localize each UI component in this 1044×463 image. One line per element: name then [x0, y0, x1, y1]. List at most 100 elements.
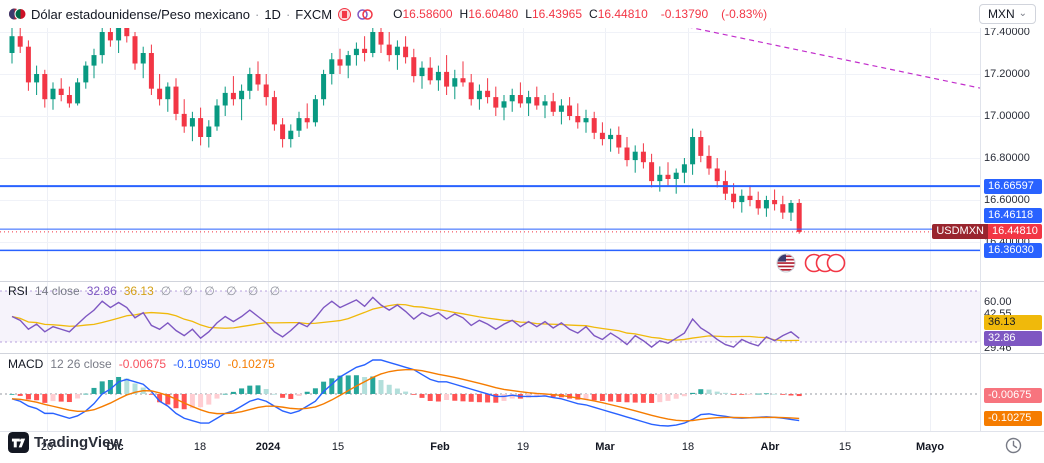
candle [714, 168, 720, 182]
candle [460, 78, 466, 83]
candle [378, 32, 384, 45]
candle [263, 84, 269, 98]
candle [312, 99, 318, 123]
macd-hist-bar [329, 378, 335, 394]
macd-hist-bar [657, 393, 663, 403]
candle [362, 48, 368, 53]
candle [394, 46, 400, 56]
macd-hist-bar [550, 393, 556, 397]
exchange-label[interactable]: FXCM [295, 6, 333, 22]
axis-tick-label: 16.60000 [984, 194, 1030, 206]
candle [83, 65, 89, 83]
macd-hist-bar [394, 388, 400, 394]
clock-icon[interactable] [1005, 437, 1022, 459]
rsi-params: 14 close [35, 284, 80, 298]
change-value: -0.13790 [660, 7, 709, 21]
rings-sticker-icon[interactable] [804, 253, 846, 273]
candle [66, 95, 72, 104]
axis-tick-label: 17.20000 [984, 68, 1030, 80]
axis-tick-label: 60.00 [984, 296, 1012, 308]
macd-hist-bar [485, 393, 491, 403]
candle [255, 74, 261, 85]
macd-hist-bar [706, 389, 712, 394]
separator-dot: · [285, 6, 291, 22]
candle [739, 195, 745, 203]
macd-hist-bar [673, 393, 679, 399]
macd-hist-bar [345, 375, 351, 394]
macd-hist-bar [444, 393, 450, 401]
candle [673, 172, 679, 179]
macd-hist-bar [132, 383, 138, 394]
candle [34, 74, 40, 83]
currency-dropdown-button[interactable]: MXN ⌄ [978, 4, 1036, 24]
candle [534, 97, 540, 106]
tradingview-glyph-icon [8, 432, 29, 453]
candle [509, 95, 515, 102]
rsi-current-value: 32.86 [86, 284, 117, 298]
macd-hist-bar [165, 393, 171, 405]
flag-marker-icon [337, 7, 352, 22]
candle [280, 124, 286, 140]
open-label: O [393, 7, 403, 21]
macd-hist-bar [42, 393, 48, 403]
axis-tick-label: 17.40000 [984, 26, 1030, 38]
time-axis-label: 18 [193, 441, 207, 453]
symbol-title[interactable]: Dólar estadounidense/Peso mexicano [31, 6, 250, 22]
macd-hist-bar [247, 385, 253, 394]
candle [353, 48, 359, 56]
candle [706, 155, 712, 169]
macd-hist-bar [386, 384, 392, 394]
macd-hist-bar [681, 393, 687, 397]
rsi-legend[interactable]: RSI 14 close 32.86 36.13 ∅ ∅ ∅ ∅ ∅ ∅ [8, 284, 284, 298]
us-flag-sticker-icon[interactable] [776, 253, 796, 273]
candle [411, 57, 417, 77]
low-label: L [525, 7, 532, 21]
candles-layer [9, 19, 802, 234]
candle [485, 90, 491, 98]
macd-hist-bar [509, 393, 515, 399]
candle [132, 36, 138, 64]
macd-hist-bar [640, 393, 646, 403]
last-price-value: 16.44810 [988, 224, 1042, 240]
macd-hist-bar [411, 393, 417, 395]
macd-hist-bar [173, 393, 179, 409]
candle [665, 174, 671, 179]
time-axis-label: 19 [516, 441, 530, 453]
change-percent: (-0.83%) [721, 7, 768, 21]
close-label: C [589, 7, 598, 21]
candle [75, 82, 81, 104]
candle [296, 118, 302, 131]
rsi-band [0, 290, 980, 343]
open-value: 16.58600 [402, 7, 453, 21]
macd-hist-bar [378, 380, 384, 394]
macd-hist-badge: -0.00675 [984, 388, 1042, 404]
candle [140, 53, 146, 64]
macd-signal-value: -0.10275 [227, 357, 275, 371]
macd-hist-bar [83, 393, 89, 395]
drawings-layer[interactable] [0, 11, 981, 252]
macd-hist-bar [690, 392, 696, 394]
candle [25, 46, 31, 83]
macd-hist-bar [419, 393, 425, 398]
candle [435, 71, 441, 81]
macd-hist-bar [353, 375, 359, 394]
interval-label[interactable]: 1D [264, 6, 281, 22]
macd-legend[interactable]: MACD 12 26 close -0.00675 -0.10950 -0.10… [8, 357, 275, 371]
macd-hist-bar [788, 393, 794, 396]
candle [493, 97, 499, 108]
macd-hist-bar [75, 393, 81, 399]
candle [50, 88, 56, 100]
candle [271, 97, 277, 125]
candle [772, 200, 778, 205]
tradingview-logo[interactable]: TradingView [8, 432, 122, 453]
macd-hist-bar [698, 389, 704, 394]
macd-hist-bar [722, 392, 728, 394]
level-badge: 16.36030 [984, 242, 1042, 258]
candle [763, 200, 769, 209]
time-axis[interactable]: 20 Dic 18 2024 15 Feb 19 Mar 18 Abr 15 Mayo [0, 431, 1044, 463]
candle [468, 82, 474, 100]
macd-hist-bar [624, 393, 630, 403]
close-value: 16.44810 [597, 7, 648, 21]
candle [173, 86, 179, 114]
